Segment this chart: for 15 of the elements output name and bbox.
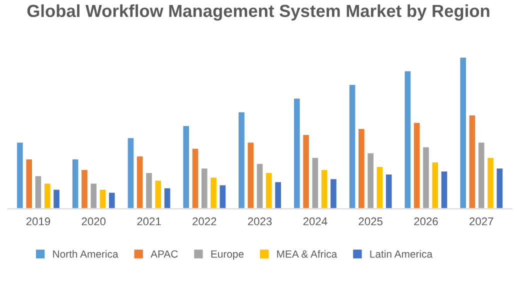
legend-label: North America — [53, 250, 118, 258]
x-tick-label: 2027 — [470, 217, 494, 226]
x-tick-label: 2020 — [82, 217, 106, 226]
legend-label: Europe — [211, 250, 244, 260]
legend-label: MEA & Africa — [277, 250, 338, 258]
x-tick-label: 2023 — [248, 217, 272, 226]
x-tick-label: 2025 — [358, 217, 382, 226]
legend-label: Latin America — [370, 250, 433, 258]
x-tick-label: 2022 — [192, 217, 216, 226]
x-tick-label: 2021 — [137, 217, 161, 226]
x-tick-label: 2024 — [303, 217, 328, 226]
x-tick-label: 2019 — [26, 217, 50, 226]
legend-label: APAC — [150, 250, 178, 258]
x-tick-label: 2026 — [414, 217, 438, 226]
chart-title: Global Workflow Management System Market by Region — [27, 4, 490, 21]
